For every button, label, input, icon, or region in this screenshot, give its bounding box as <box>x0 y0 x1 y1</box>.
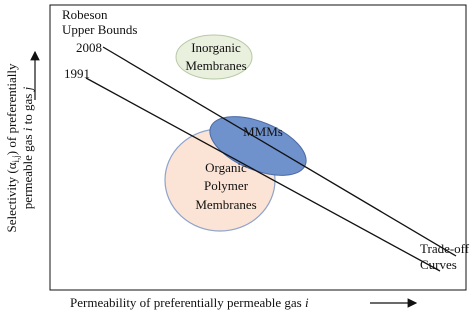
curves-label: Curves <box>420 257 457 272</box>
curve-label: 2008 <box>76 40 102 55</box>
title-line: Robeson <box>62 7 108 22</box>
text: permeable gas <box>20 131 35 209</box>
y-label-line: permeable gas i to gas j <box>20 86 35 209</box>
text: Selectivity (α <box>4 162 19 232</box>
upper-bound-1991 <box>85 77 441 272</box>
text: i,j <box>11 155 21 162</box>
region-label: MMMs <box>243 124 283 139</box>
mmm-region <box>209 116 307 176</box>
text: i <box>20 127 35 131</box>
text: ) of preferentially <box>4 63 19 155</box>
text: Permeability of preferentially permeable… <box>70 295 305 310</box>
region-label: Inorganic <box>191 40 241 55</box>
curve-label: 1991 <box>64 66 90 81</box>
region-label: Membranes <box>185 58 246 73</box>
inorganic-region <box>175 34 253 80</box>
upper-bound-2008 <box>102 46 457 257</box>
x-axis-label: Permeability of preferentially permeable… <box>70 295 309 310</box>
region-label: Organic <box>205 160 247 175</box>
text: to gas <box>20 90 35 127</box>
y-axis-label: Selectivity (αi,j) of preferentially per… <box>4 63 35 232</box>
text: i <box>305 295 309 310</box>
region-label: Polymer <box>204 178 249 193</box>
region-label: Membranes <box>195 197 256 212</box>
text: j <box>20 86 35 92</box>
y-label-line: Selectivity (αi,j) of preferentially <box>4 63 21 232</box>
curves-label: Trade-off <box>420 241 470 256</box>
title-line: Upper Bounds <box>62 22 137 37</box>
